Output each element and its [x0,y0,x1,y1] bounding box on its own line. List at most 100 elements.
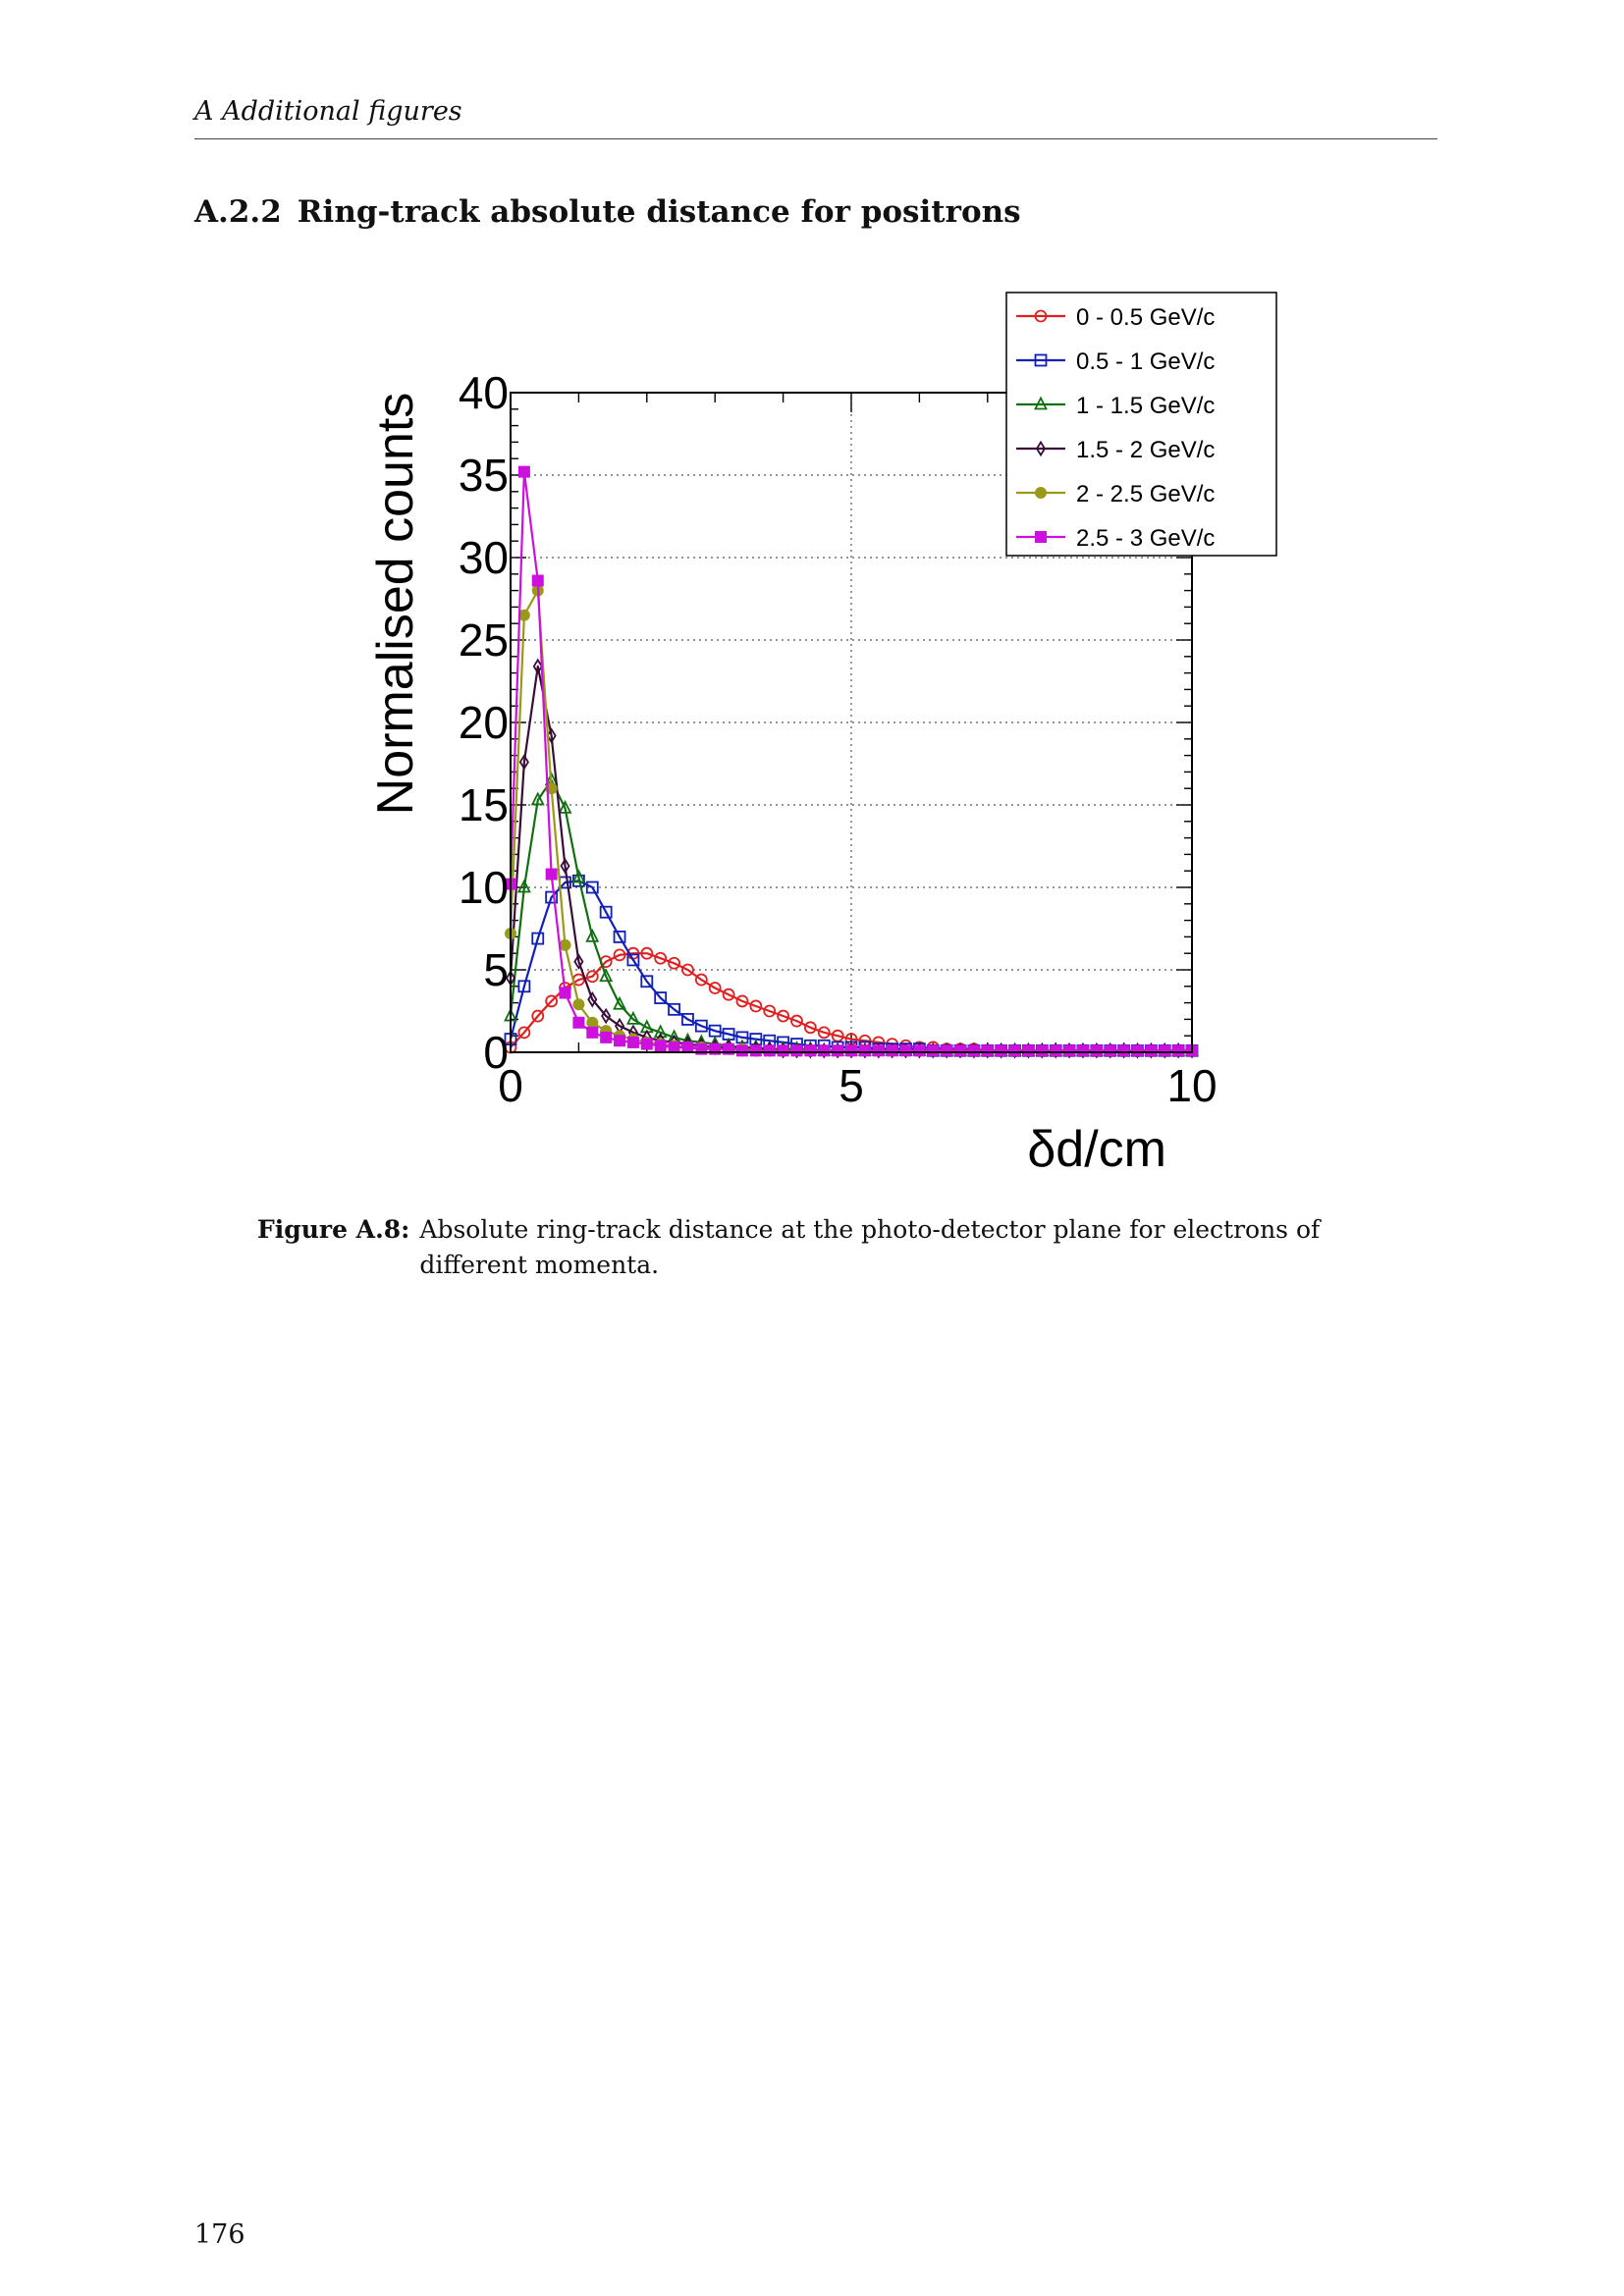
data-point [572,998,585,1011]
legend-label: 1 - 1.5 GeV/c [1076,393,1215,419]
data-point [681,963,694,977]
data-point [571,869,586,883]
data-point [653,1024,668,1039]
data-point [668,1041,680,1053]
section-title: Ring-track absolute distance for positro… [297,194,1021,230]
legend-box [1005,292,1277,557]
data-point [640,946,654,960]
legend-swatch-marker [1035,487,1047,499]
data-point [654,991,668,1004]
data-point [587,991,598,1008]
tick-labels: 0 5 10 15 20 25 30 35 40 0 5 10 [459,367,1218,1111]
data-point [709,1042,722,1055]
data-point [560,857,570,875]
distance-chart: 0 5 10 15 20 25 30 35 40 0 5 10 Normalised counts δ… [367,292,1277,1178]
data-point [613,995,626,1010]
data-point [803,1021,817,1035]
legend-swatch-marker [1034,353,1048,367]
series-layer [504,465,1199,1059]
data-point [545,994,559,1008]
data-point [777,1009,789,1023]
data-point [681,1013,694,1026]
data-point [1008,1044,1021,1057]
data-point [599,905,613,919]
data-point [872,1044,885,1057]
data-point [1076,1044,1089,1057]
data-point [625,1010,640,1025]
y-tick-label: 25 [459,614,509,666]
data-point [777,1044,789,1057]
data-point [585,928,600,942]
y-tick-label: 15 [459,779,509,830]
y-tick-label: 40 [459,367,509,418]
data-point [817,1026,831,1040]
x-tick-label: 5 [839,1060,864,1111]
data-point [1145,1044,1158,1057]
data-point [995,1044,1007,1057]
data-point [1036,1044,1049,1057]
data-point [832,1044,844,1057]
data-point [790,1044,803,1057]
data-point [573,953,584,970]
data-point [586,1026,599,1039]
data-point [559,938,571,951]
y-tick-label: 0 [483,1027,509,1078]
data-point [1063,1044,1076,1057]
legend-swatch-marker [1034,396,1048,410]
y-tick-label: 30 [459,532,509,583]
data-point [749,999,763,1013]
data-point [613,948,626,962]
data-point [694,973,708,987]
section-number: A.2.2 [194,194,282,230]
data-point [516,879,531,893]
data-point [913,1044,926,1057]
data-point [545,868,558,881]
data-point [614,1035,626,1047]
data-point [981,1044,994,1057]
data-point [1117,1044,1130,1057]
data-point [927,1044,940,1057]
x-axis-label: δd/cm [1027,1121,1166,1178]
legend-swatch-marker [1035,531,1047,543]
data-point [763,1004,777,1018]
data-point [735,1044,748,1057]
data-point [899,1044,912,1057]
legend-label: 2 - 2.5 GeV/c [1076,481,1215,507]
data-point [735,994,749,1008]
series-6 [505,465,1198,1057]
data-point [790,1014,803,1028]
legend-entry: 2 - 2.5 GeV/c [1016,481,1215,507]
data-point [517,465,530,478]
data-point [517,980,531,993]
legend-entry: 1.5 - 2 GeV/c [1016,437,1215,463]
data-point [1172,1044,1185,1057]
y-tick-label: 10 [459,862,509,913]
data-point [545,782,558,795]
data-point [640,1038,653,1050]
data-point [572,1016,585,1029]
data-point [531,574,544,587]
caption-text: Absolute ring-track distance at the phot… [419,1215,1321,1279]
data-point [600,1031,613,1043]
data-point [723,1042,735,1055]
data-point [954,1044,967,1057]
series-line [509,880,1192,1052]
data-point [546,727,557,744]
data-point [818,1044,831,1057]
data-point [1050,1044,1062,1057]
running-header: A Additional figures [194,96,462,127]
data-point [858,1044,871,1057]
data-point [640,975,654,988]
data-point [626,1036,639,1048]
data-point [613,931,626,943]
header-rule [194,138,1437,139]
data-point [695,1042,708,1055]
data-point [886,1044,898,1057]
data-point [668,956,680,970]
data-point [708,982,722,994]
data-point [694,1019,708,1033]
data-point [941,1044,953,1057]
legend: 0 - 0.5 GeV/c 0.5 - 1 GeV/c 1 - 1.5 GeV/c 1… [1005,292,1277,557]
plot-frame [510,392,1193,1053]
section-heading: A.2.2 Ring-track absolute distance for po… [194,194,1021,230]
